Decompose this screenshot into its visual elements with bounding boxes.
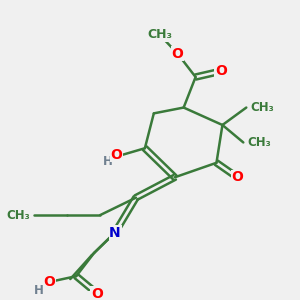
Text: H: H xyxy=(34,284,44,297)
Text: H: H xyxy=(103,155,112,168)
Text: O: O xyxy=(215,64,227,78)
Text: O: O xyxy=(231,170,243,184)
Text: O: O xyxy=(91,286,103,300)
Text: CH₃: CH₃ xyxy=(248,136,272,149)
Text: N: N xyxy=(109,226,121,240)
Text: CH₃: CH₃ xyxy=(147,28,172,41)
Text: CH₃: CH₃ xyxy=(251,101,274,114)
Text: O: O xyxy=(172,47,184,61)
Text: O: O xyxy=(111,148,122,162)
Text: O: O xyxy=(44,275,55,289)
Text: CH₃: CH₃ xyxy=(6,208,30,222)
